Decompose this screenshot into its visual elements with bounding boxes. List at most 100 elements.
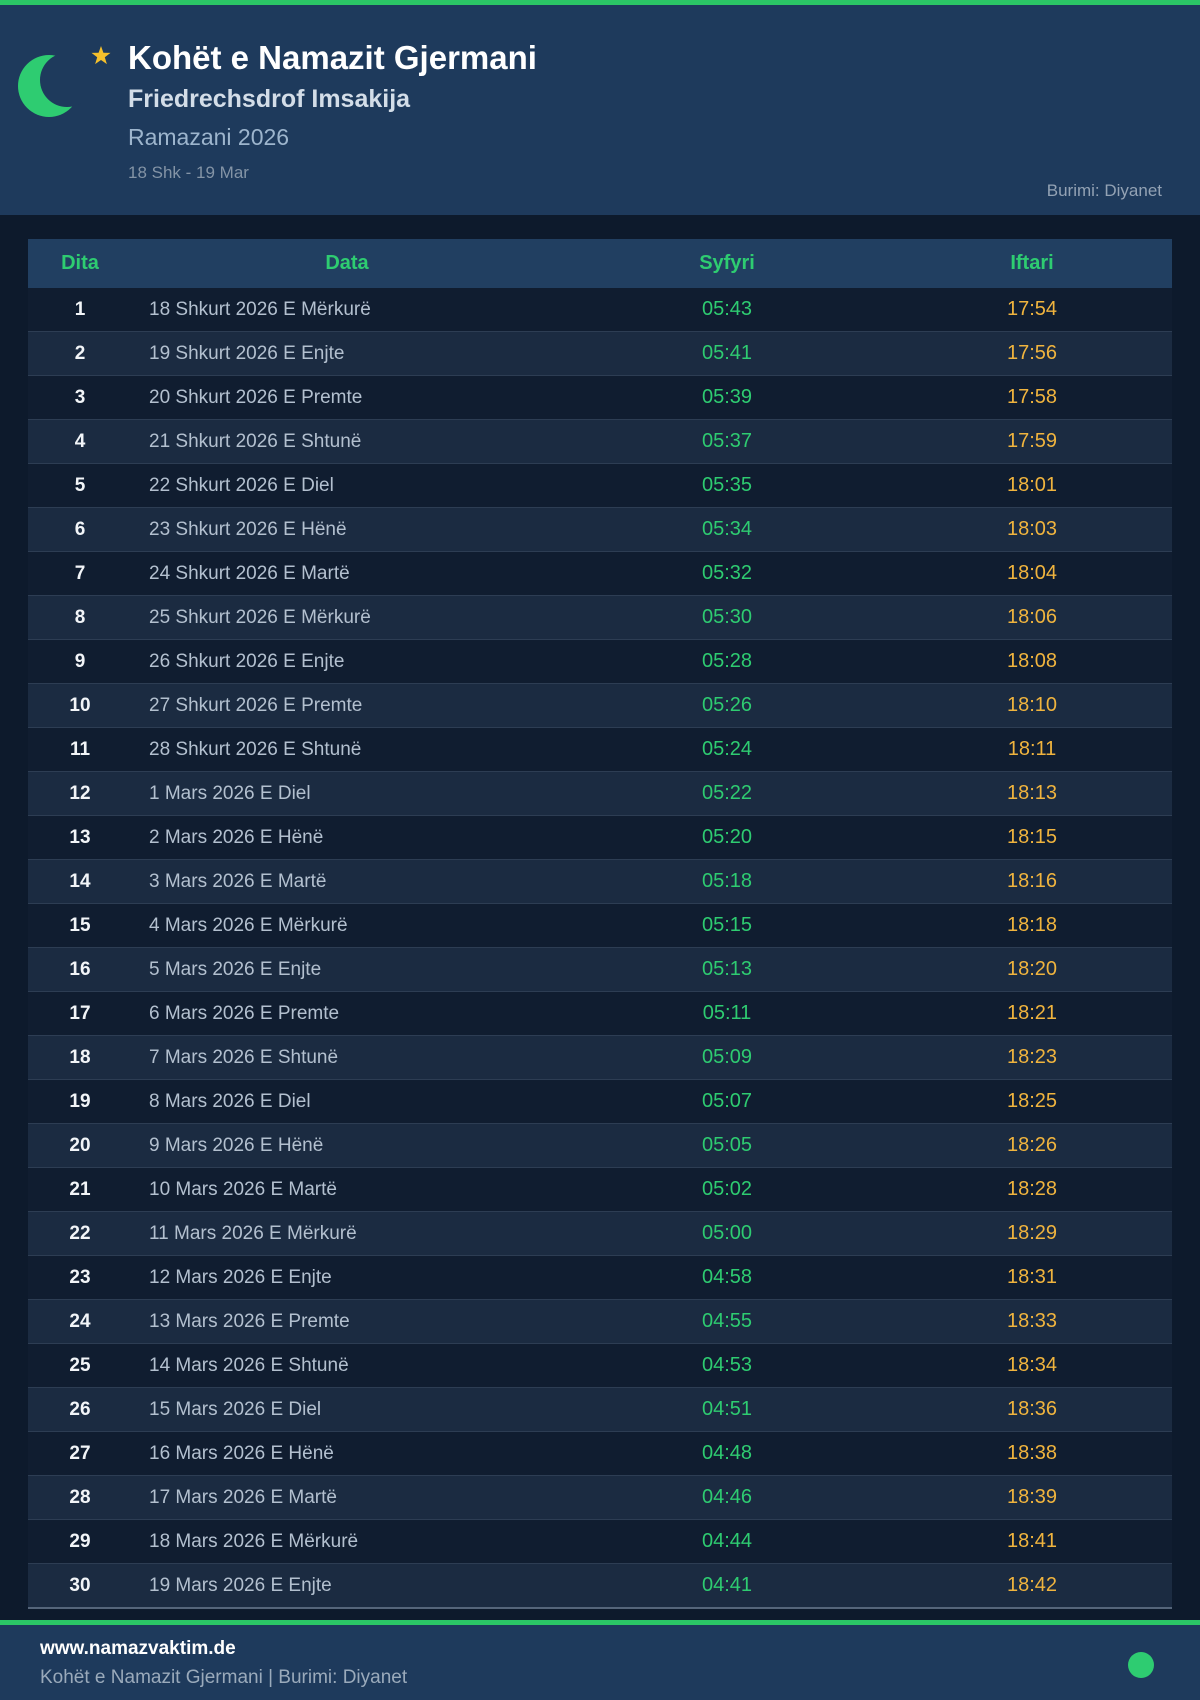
day-cell: 27 xyxy=(69,1442,91,1464)
table-row: 3 20 Shkurt 2026 E Premte 05:39 17:58 xyxy=(28,375,1172,420)
date-cell: 15 Mars 2026 E Diel xyxy=(149,1398,322,1420)
iftari-cell: 18:08 xyxy=(1006,650,1058,672)
date-cell: 12 Mars 2026 E Enjte xyxy=(149,1266,332,1288)
table-row: 28 17 Mars 2026 E Martë 04:46 18:39 xyxy=(28,1475,1172,1520)
syfyri-cell: 05:35 xyxy=(701,474,753,496)
syfyri-cell: 04:55 xyxy=(701,1310,753,1332)
table-row: 17 6 Mars 2026 E Premte 05:11 18:21 xyxy=(28,991,1172,1036)
syfyri-cell: 04:46 xyxy=(701,1486,753,1508)
syfyri-cell: 04:48 xyxy=(701,1442,753,1464)
table-row: 2 19 Shkurt 2026 E Enjte 05:41 17:56 xyxy=(28,331,1172,376)
day-cell: 25 xyxy=(69,1354,91,1376)
table-row: 24 13 Mars 2026 E Premte 04:55 18:33 xyxy=(28,1299,1172,1344)
crescent-moon-icon xyxy=(14,39,118,136)
iftari-cell: 18:21 xyxy=(1006,1002,1058,1024)
iftari-cell: 18:26 xyxy=(1006,1134,1058,1156)
syfyri-cell: 05:18 xyxy=(701,870,753,892)
table-row: 21 10 Mars 2026 E Martë 05:02 18:28 xyxy=(28,1167,1172,1212)
date-cell: 14 Mars 2026 E Shtunë xyxy=(149,1354,349,1376)
table-header-row: Dita Data Syfyri Iftari xyxy=(28,239,1172,288)
star-icon xyxy=(91,46,111,65)
syfyri-cell: 05:24 xyxy=(701,738,753,760)
day-cell: 18 xyxy=(69,1046,91,1068)
iftari-cell: 18:11 xyxy=(1007,738,1057,760)
table-row: 7 24 Shkurt 2026 E Martë 05:32 18:04 xyxy=(28,551,1172,596)
iftari-cell: 18:34 xyxy=(1006,1354,1058,1376)
syfyri-cell: 05:09 xyxy=(701,1046,753,1068)
day-cell: 7 xyxy=(74,562,86,584)
table-row: 29 18 Mars 2026 E Mërkurë 04:44 18:41 xyxy=(28,1519,1172,1564)
column-header-dita: Dita xyxy=(28,239,132,288)
iftari-cell: 18:28 xyxy=(1006,1178,1058,1200)
iftari-cell: 18:31 xyxy=(1006,1266,1058,1288)
iftari-cell: 17:58 xyxy=(1006,386,1058,408)
table-row: 30 19 Mars 2026 E Enjte 04:41 18:42 xyxy=(28,1563,1172,1608)
iftari-cell: 18:20 xyxy=(1006,958,1058,980)
column-header-data: Data xyxy=(132,239,562,288)
page-footer: www.namazvaktim.de Kohët e Namazit Gjerm… xyxy=(0,1620,1200,1700)
date-cell: 23 Shkurt 2026 E Hënë xyxy=(149,518,347,540)
footer-tagline: Kohët e Namazit Gjermani | Burimi: Diyan… xyxy=(40,1667,408,1688)
syfyri-cell: 04:41 xyxy=(701,1574,753,1596)
table-row: 26 15 Mars 2026 E Diel 04:51 18:36 xyxy=(28,1387,1172,1432)
date-cell: 18 Shkurt 2026 E Mërkurë xyxy=(149,298,371,320)
syfyri-cell: 05:15 xyxy=(701,914,753,936)
day-cell: 1 xyxy=(74,298,86,320)
day-cell: 9 xyxy=(74,650,86,672)
syfyri-cell: 05:30 xyxy=(701,606,753,628)
iftari-cell: 18:29 xyxy=(1006,1222,1058,1244)
iftari-cell: 18:39 xyxy=(1006,1486,1058,1508)
iftari-cell: 17:56 xyxy=(1006,342,1058,364)
day-cell: 30 xyxy=(69,1574,91,1596)
day-cell: 21 xyxy=(69,1178,91,1200)
iftari-cell: 18:13 xyxy=(1006,782,1058,804)
day-cell: 11 xyxy=(69,738,91,760)
syfyri-cell: 05:00 xyxy=(701,1222,753,1244)
table-row: 11 28 Shkurt 2026 E Shtunë 05:24 18:11 xyxy=(28,727,1172,772)
page-title: Kohët e Namazit Gjermani xyxy=(128,39,537,76)
table-row: 5 22 Shkurt 2026 E Diel 05:35 18:01 xyxy=(28,463,1172,508)
prayer-table-body: 1 18 Shkurt 2026 E Mërkurë 05:43 17:54 2 19 S… xyxy=(28,288,1172,1608)
table-row: 22 11 Mars 2026 E Mërkurë 05:00 18:29 xyxy=(28,1211,1172,1256)
date-cell: 5 Mars 2026 E Enjte xyxy=(149,958,322,980)
date-cell: 24 Shkurt 2026 E Martë xyxy=(149,562,350,584)
syfyri-cell: 05:26 xyxy=(701,694,753,716)
syfyri-cell: 04:53 xyxy=(701,1354,753,1376)
date-cell: 22 Shkurt 2026 E Diel xyxy=(149,474,334,496)
date-cell: 20 Shkurt 2026 E Premte xyxy=(149,386,363,408)
day-cell: 28 xyxy=(69,1486,91,1508)
syfyri-cell: 04:58 xyxy=(701,1266,753,1288)
day-cell: 19 xyxy=(69,1090,91,1112)
iftari-cell: 18:15 xyxy=(1006,826,1058,848)
table-row: 13 2 Mars 2026 E Hënë 05:20 18:15 xyxy=(28,815,1172,860)
syfyri-cell: 05:05 xyxy=(701,1134,753,1156)
table-row: 19 8 Mars 2026 E Diel 05:07 18:25 xyxy=(28,1079,1172,1124)
syfyri-cell: 05:37 xyxy=(701,430,753,452)
footer-accent-bar xyxy=(0,1620,1200,1625)
date-cell: 6 Mars 2026 E Premte xyxy=(149,1002,340,1024)
syfyri-cell: 04:51 xyxy=(701,1398,753,1420)
day-cell: 6 xyxy=(74,518,86,540)
syfyri-cell: 04:44 xyxy=(701,1530,753,1552)
day-cell: 4 xyxy=(74,430,86,452)
iftari-cell: 18:10 xyxy=(1006,694,1058,716)
column-header-syfyri: Syfyri xyxy=(562,239,892,288)
date-cell: 9 Mars 2026 E Hënë xyxy=(149,1134,324,1156)
date-cell: 10 Mars 2026 E Martë xyxy=(149,1178,337,1200)
syfyri-cell: 05:13 xyxy=(701,958,753,980)
table-row: 23 12 Mars 2026 E Enjte 04:58 18:31 xyxy=(28,1255,1172,1300)
iftari-cell: 18:06 xyxy=(1006,606,1058,628)
syfyri-cell: 05:34 xyxy=(701,518,753,540)
top-accent-bar xyxy=(0,0,1200,5)
day-cell: 3 xyxy=(74,386,86,408)
table-row: 1 18 Shkurt 2026 E Mërkurë 05:43 17:54 xyxy=(28,288,1172,332)
table-row: 9 26 Shkurt 2026 E Enjte 05:28 18:08 xyxy=(28,639,1172,684)
prayer-times-table: Dita Data Syfyri Iftari 1 18 Shkurt 2026 … xyxy=(28,239,1172,1609)
syfyri-cell: 05:41 xyxy=(701,342,753,364)
day-cell: 20 xyxy=(69,1134,91,1156)
iftari-cell: 18:33 xyxy=(1006,1310,1058,1332)
iftari-cell: 18:16 xyxy=(1006,870,1058,892)
iftari-cell: 18:42 xyxy=(1006,1574,1058,1596)
iftari-cell: 18:03 xyxy=(1006,518,1058,540)
iftari-cell: 18:38 xyxy=(1006,1442,1058,1464)
